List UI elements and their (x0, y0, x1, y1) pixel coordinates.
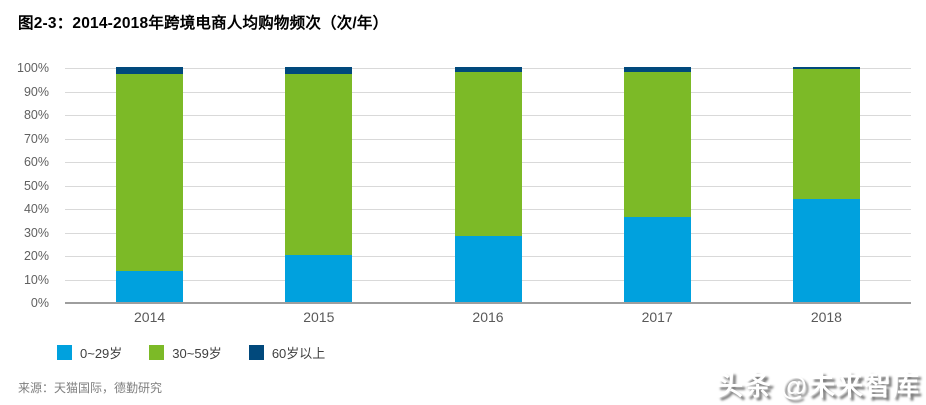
y-tick-label: 20% (23, 249, 49, 263)
x-axis-line (65, 302, 911, 304)
bar-segment (116, 74, 184, 272)
x-tick-label: 2017 (641, 309, 673, 325)
legend-label: 0~29岁 (80, 346, 123, 361)
legend-label: 60岁以上 (271, 346, 326, 361)
y-tick-label: 50% (23, 178, 49, 193)
x-tick-label: 2018 (810, 309, 842, 325)
y-tick-label: 0% (30, 296, 49, 310)
legend-item: 0~29岁 (57, 343, 122, 362)
bar-2016 (454, 67, 522, 302)
bar-segment (454, 236, 522, 302)
y-tick-label: 80% (23, 108, 49, 122)
y-tick-label: 30% (23, 225, 49, 240)
bar-segment (454, 71, 522, 237)
bar-segment (454, 67, 522, 72)
bar-2017 (623, 67, 691, 302)
bar-segment (623, 71, 691, 218)
legend-label: 30~59岁 (172, 346, 222, 361)
bar-segment (116, 271, 184, 302)
bar-segment (792, 198, 860, 302)
bar-2015 (285, 67, 353, 302)
legend-item: 30~59岁 (149, 343, 222, 362)
x-tick-label: 2016 (472, 309, 504, 325)
y-tick-label: 90% (23, 84, 49, 99)
y-tick-label: 40% (23, 202, 49, 216)
bar-2014 (116, 67, 184, 302)
source-note: 来源：天猫国际，德勤研究 (18, 381, 163, 395)
legend-swatch (248, 345, 264, 360)
bar-segment (792, 67, 860, 70)
bar-segment (623, 67, 691, 72)
x-tick-label: 2014 (134, 309, 166, 325)
legend: 0~29岁 30~59岁 60岁以上 (57, 343, 325, 362)
legend-swatch (57, 345, 72, 360)
plot-area (65, 67, 911, 304)
bar-segment (285, 67, 353, 75)
x-axis: 2014 2015 2016 2017 2018 (65, 309, 911, 329)
y-tick-label: 10% (23, 272, 49, 287)
x-tick-label: 2015 (303, 309, 335, 325)
bar-segment (792, 69, 860, 199)
bar-2018 (792, 67, 860, 302)
bar-segment (623, 217, 691, 302)
y-tick-label: 60% (23, 155, 49, 169)
legend-swatch (149, 345, 165, 360)
y-tick-label: 70% (23, 131, 49, 146)
bar-segment (116, 67, 184, 75)
watermark: 头条 @未来智库 (716, 371, 920, 401)
legend-item: 60岁以上 (248, 343, 326, 362)
chart-title: 图2-3：2014-2018年跨境电商人均购物频次（次/年） (18, 15, 389, 32)
bar-segment (285, 74, 353, 255)
bar-segment (285, 255, 353, 302)
y-axis: 0% 10% 20% 30% 40% 50% 60% 70% 80% 90% 100% (0, 61, 55, 310)
y-tick-label: 100% (17, 61, 49, 75)
